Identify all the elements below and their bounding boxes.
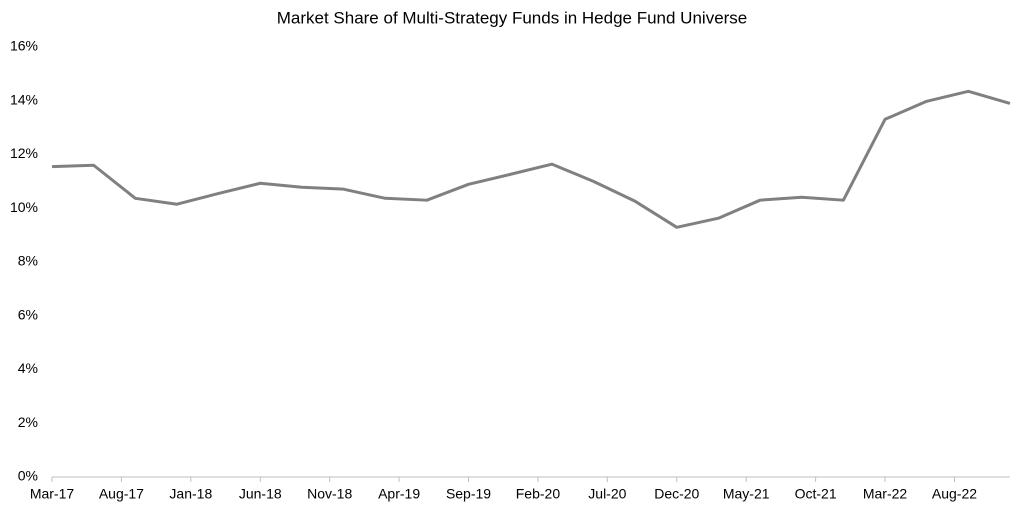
x-tick-label: Mar-17 (30, 486, 75, 502)
y-tick-label: 14% (10, 91, 38, 107)
y-tick-label: 2% (18, 414, 38, 430)
y-tick-label: 0% (18, 468, 38, 484)
x-tick-label: Aug-17 (99, 486, 144, 502)
x-tick-label: Feb-20 (516, 486, 561, 502)
x-tick-label: Jul-20 (588, 486, 626, 502)
chart-title: Market Share of Multi-Strategy Funds in … (277, 8, 748, 27)
x-tick-label: Dec-20 (654, 486, 699, 502)
x-tick-label: May-21 (723, 486, 770, 502)
x-tick-label: Oct-21 (795, 486, 837, 502)
x-tick-label: Mar-22 (863, 486, 908, 502)
x-tick-label: Sep-19 (446, 486, 491, 502)
x-tick-label: Jun-18 (239, 486, 282, 502)
y-tick-label: 16% (10, 38, 38, 54)
x-tick-label: Jan-18 (169, 486, 212, 502)
y-tick-label: 6% (18, 306, 38, 322)
x-tick-label: Apr-19 (378, 486, 420, 502)
y-tick-label: 12% (10, 145, 38, 161)
y-tick-label: 4% (18, 360, 38, 376)
data-line (51, 89, 1011, 229)
x-tick-label: Aug-22 (932, 486, 977, 502)
y-tick-label: 10% (10, 199, 38, 215)
y-tick-label: 8% (18, 253, 38, 269)
x-tick-label: Nov-18 (307, 486, 352, 502)
